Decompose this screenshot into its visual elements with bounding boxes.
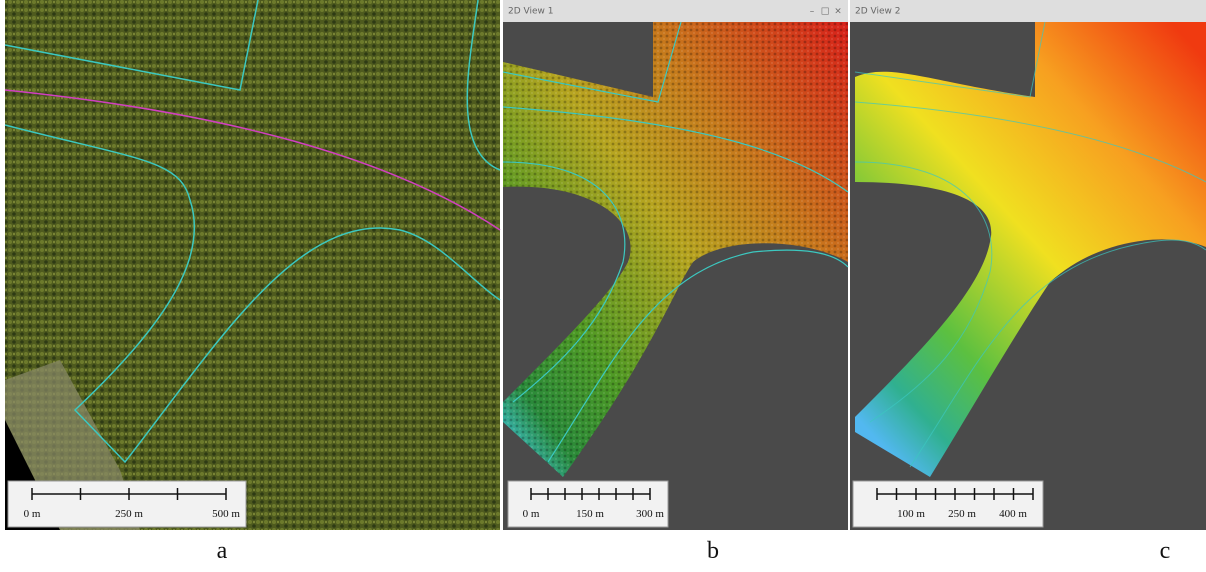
window-title: 2D View 1 — [508, 7, 553, 17]
scale-bar-box — [853, 481, 1043, 527]
view-1-panel: 2D View 1 – □ × — [503, 0, 848, 530]
scale-label: 300 m — [636, 508, 664, 520]
minimize-button[interactable]: – — [810, 7, 815, 17]
caption: a — [217, 538, 228, 564]
maximize-button[interactable]: □ — [821, 7, 830, 17]
scale-label: 0 m — [24, 508, 41, 520]
scale-label: 150 m — [576, 508, 604, 520]
scale-label: 250 m — [115, 508, 143, 520]
scale-label: 250 m — [948, 508, 976, 520]
scale-bar-box — [508, 481, 668, 527]
scale-label: 100 m — [897, 508, 925, 520]
scale-label: 400 m — [999, 508, 1027, 520]
aerial-panel — [5, 0, 500, 530]
figure: 2D View 1 – □ × 2D View 2 0 m 250 m 500 m 0… — [0, 0, 1206, 567]
caption: b — [707, 538, 719, 564]
close-button[interactable]: × — [834, 7, 842, 17]
scale-label: 0 m — [523, 508, 540, 520]
scale-bar-box — [8, 481, 246, 527]
view-2-panel: 2D View 2 — [850, 0, 1206, 530]
caption: c — [1160, 538, 1171, 564]
window-title: 2D View 2 — [855, 7, 900, 17]
title-bar — [850, 0, 1206, 22]
scale-label: 500 m — [212, 508, 240, 520]
title-bar — [503, 0, 848, 22]
